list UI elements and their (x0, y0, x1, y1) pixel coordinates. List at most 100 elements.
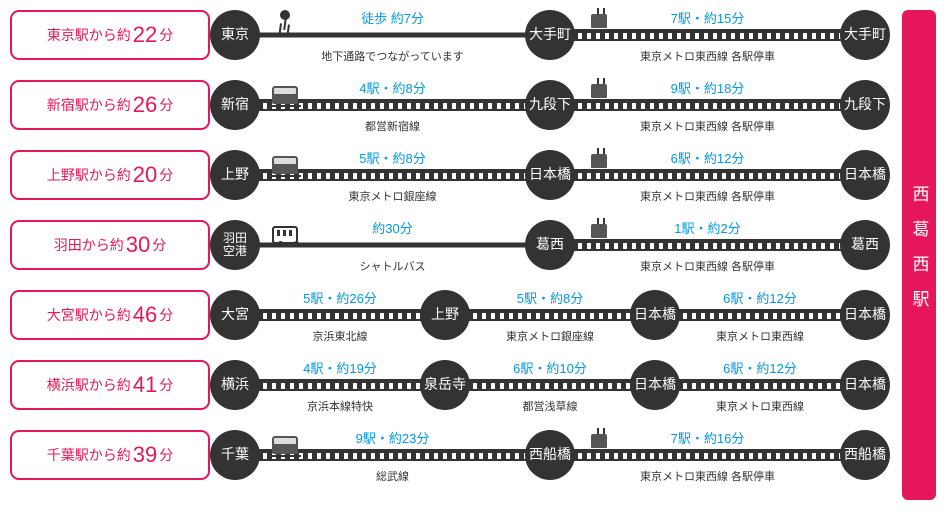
station-node: 日本橋 (840, 290, 890, 340)
segment-duration: 1駅・約2分 (575, 218, 840, 237)
route-row: 新宿4駅・約8分都営新宿線九段下9駅・約18分東京メトロ東西線 各駅停車九段下 (210, 80, 890, 130)
segment-line-name: シャトルバス (260, 258, 525, 274)
track-line (674, 379, 846, 391)
segment-line-name: 東京メトロ銀座線 (260, 188, 525, 204)
station-node: 日本橋 (630, 360, 680, 410)
track-line (674, 309, 846, 321)
station-node: 西船橋 (525, 430, 575, 480)
station-node: 大宮 (210, 290, 260, 340)
segment-line-name: 京浜本線特快 (260, 398, 420, 414)
badge-minutes: 30 (124, 232, 152, 258)
route-segment: 9駅・約23分総武線 (260, 430, 525, 480)
segment-duration: 7駅・約15分 (575, 8, 840, 27)
segment-duration: 5駅・約8分 (470, 288, 630, 307)
badge-minutes: 39 (131, 442, 159, 468)
segment-duration: 4駅・約8分 (260, 78, 525, 97)
segment-line-name: 東京メトロ東西線 (680, 398, 840, 414)
segment-line-name: 東京メトロ銀座線 (470, 328, 630, 344)
segment-duration: 4駅・約19分 (260, 358, 420, 377)
summary-badge: 上野駅から約20分 (10, 150, 210, 200)
summary-badge: 新宿駅から約26分 (10, 80, 210, 130)
station-node: 上野 (420, 290, 470, 340)
route-row: 羽田空港約30分シャトルバス葛西1駅・約2分東京メトロ東西線 各駅停車葛西 (210, 220, 890, 270)
badge-prefix: 東京駅から約 (47, 25, 131, 45)
route-row: 大宮5駅・約26分京浜東北線上野5駅・約8分東京メトロ銀座線日本橋6駅・約12分… (210, 290, 890, 340)
station-node: 泉岳寺 (420, 360, 470, 410)
station-node: 日本橋 (630, 290, 680, 340)
segment-duration: 9駅・約18分 (575, 78, 840, 97)
route-segment: 1駅・約2分東京メトロ東西線 各駅停車 (575, 220, 840, 270)
summary-badge: 千葉駅から約39分 (10, 430, 210, 480)
badge-minutes: 26 (131, 92, 159, 118)
station-node: 新宿 (210, 80, 260, 130)
track-line (464, 309, 636, 321)
station-node: 九段下 (525, 80, 575, 130)
station-node: 大手町 (525, 10, 575, 60)
segment-duration: 6駅・約12分 (680, 288, 840, 307)
badge-suffix: 分 (159, 445, 173, 465)
station-node: 東京 (210, 10, 260, 60)
route-segment: 5駅・約8分東京メトロ銀座線 (260, 150, 525, 200)
badge-prefix: 新宿駅から約 (47, 95, 131, 115)
segment-duration: 7駅・約16分 (575, 428, 840, 447)
segment-line-name: 東京メトロ東西線 各駅停車 (575, 48, 840, 64)
segment-duration: 約30分 (260, 218, 525, 237)
route-segment: 7駅・約16分東京メトロ東西線 各駅停車 (575, 430, 840, 480)
segment-duration: 徒歩 約7分 (260, 8, 525, 27)
route-segment: 約30分シャトルバス (260, 220, 525, 270)
segment-duration: 9駅・約23分 (260, 428, 525, 447)
badge-minutes: 41 (131, 372, 159, 398)
track-line (254, 379, 426, 391)
badge-suffix: 分 (159, 375, 173, 395)
badge-prefix: 大宮駅から約 (47, 305, 131, 325)
station-node: 西船橋 (840, 430, 890, 480)
route-segment: 5駅・約8分東京メトロ銀座線 (470, 290, 630, 340)
station-node: 日本橋 (525, 150, 575, 200)
segment-line-name: 東京メトロ東西線 各駅停車 (575, 188, 840, 204)
station-node: 葛西 (525, 220, 575, 270)
segment-line-name: 京浜東北線 (260, 328, 420, 344)
segment-line-name: 総武線 (260, 468, 525, 484)
station-node: 葛西 (840, 220, 890, 270)
station-node: 九段下 (840, 80, 890, 130)
segment-duration: 5駅・約26分 (260, 288, 420, 307)
segment-duration: 6駅・約10分 (470, 358, 630, 377)
station-node: 千葉 (210, 430, 260, 480)
route-diagram-column: 東京徒歩 約7分地下通路でつながっています大手町7駅・約15分東京メトロ東西線 … (210, 10, 890, 500)
segment-duration: 6駅・約12分 (575, 148, 840, 167)
badge-suffix: 分 (159, 165, 173, 185)
badge-prefix: 羽田から約 (54, 235, 124, 255)
badge-suffix: 分 (159, 95, 173, 115)
station-node: 日本橋 (840, 360, 890, 410)
station-node: 日本橋 (840, 150, 890, 200)
track-line (464, 379, 636, 391)
badge-minutes: 22 (131, 22, 159, 48)
badge-prefix: 横浜駅から約 (47, 375, 131, 395)
route-row: 上野5駅・約8分東京メトロ銀座線日本橋6駅・約12分東京メトロ東西線 各駅停車日… (210, 150, 890, 200)
route-segment: 4駅・約8分都営新宿線 (260, 80, 525, 130)
route-segment: 徒歩 約7分地下通路でつながっています (260, 10, 525, 60)
segment-line-name: 都営浅草線 (470, 398, 630, 414)
summary-badge: 横浜駅から約41分 (10, 360, 210, 410)
route-segment: 4駅・約19分京浜本線特快 (260, 360, 420, 410)
badge-prefix: 千葉駅から約 (47, 445, 131, 465)
segment-line-name: 東京メトロ東西線 各駅停車 (575, 118, 840, 134)
station-node: 大手町 (840, 10, 890, 60)
badge-minutes: 46 (131, 302, 159, 328)
route-row: 千葉9駅・約23分総武線西船橋7駅・約16分東京メトロ東西線 各駅停車西船橋 (210, 430, 890, 480)
segment-line-name: 東京メトロ東西線 (680, 328, 840, 344)
summary-badge: 羽田から約30分 (10, 220, 210, 270)
badge-suffix: 分 (152, 235, 166, 255)
segment-line-name: 東京メトロ東西線 各駅停車 (575, 258, 840, 274)
station-node: 横浜 (210, 360, 260, 410)
segment-line-name: 都営新宿線 (260, 118, 525, 134)
route-segment: 5駅・約26分京浜東北線 (260, 290, 420, 340)
route-segment: 6駅・約12分東京メトロ東西線 (680, 360, 840, 410)
badge-suffix: 分 (159, 305, 173, 325)
badge-minutes: 20 (131, 162, 159, 188)
badge-suffix: 分 (159, 25, 173, 45)
badge-prefix: 上野駅から約 (47, 165, 131, 185)
destination-label: 西葛西駅 (907, 185, 932, 325)
route-segment: 6駅・約12分東京メトロ東西線 (680, 290, 840, 340)
segment-duration: 6駅・約12分 (680, 358, 840, 377)
